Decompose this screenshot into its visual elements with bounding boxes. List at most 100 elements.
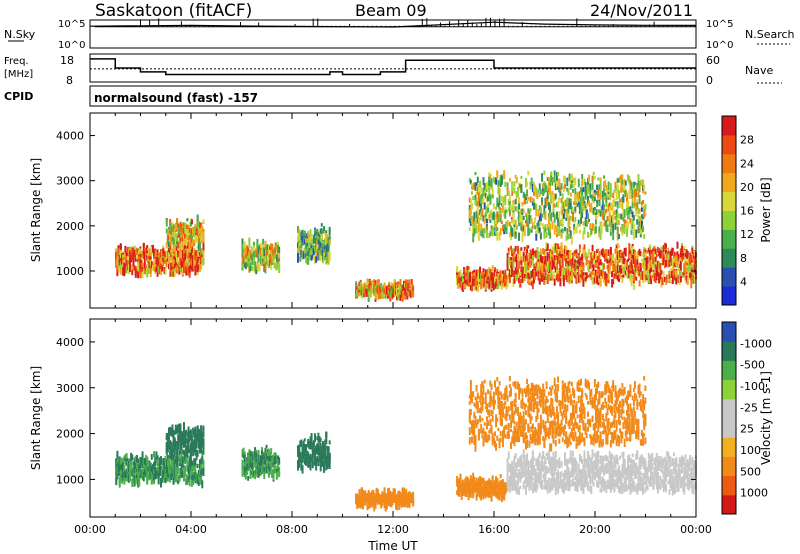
heatmap-cell bbox=[164, 477, 167, 484]
heatmap-cell bbox=[679, 267, 682, 273]
heatmap-cell bbox=[592, 259, 595, 265]
heatmap-cell bbox=[472, 278, 475, 286]
power-data-layer bbox=[115, 170, 697, 302]
heatmap-cell bbox=[529, 264, 532, 268]
heatmap-cell bbox=[301, 235, 304, 245]
heatmap-cell bbox=[177, 424, 180, 430]
heatmap-cell bbox=[132, 256, 135, 266]
heatmap-cell bbox=[163, 476, 166, 483]
heatmap-cell bbox=[297, 226, 299, 233]
heatmap-cell bbox=[241, 449, 244, 458]
heatmap-cell bbox=[270, 448, 273, 455]
heatmap-cell bbox=[599, 177, 602, 182]
heatmap-cell bbox=[317, 444, 320, 450]
heatmap-cell bbox=[142, 266, 145, 274]
heatmap-cell bbox=[316, 436, 319, 440]
heatmap-cell bbox=[123, 256, 126, 260]
heatmap-cell bbox=[358, 292, 361, 297]
heatmap-cell bbox=[553, 203, 556, 208]
heatmap-cell bbox=[122, 473, 125, 481]
heatmap-cell bbox=[616, 243, 619, 247]
heatmap-cell bbox=[620, 179, 623, 188]
heatmap-cell bbox=[519, 258, 522, 264]
heatmap-cell bbox=[199, 436, 201, 444]
heatmap-cell bbox=[589, 204, 592, 213]
heatmap-cell bbox=[267, 462, 270, 468]
velocity-data-layer bbox=[115, 375, 697, 512]
heatmap-cell bbox=[469, 206, 472, 216]
heatmap-cell bbox=[593, 210, 596, 215]
heatmap-cell bbox=[265, 249, 268, 257]
heatmap-cell bbox=[551, 190, 554, 195]
heatmap-cell bbox=[500, 282, 503, 290]
heatmap-cell bbox=[192, 240, 195, 247]
heatmap-cell bbox=[526, 217, 529, 222]
heatmap-cell bbox=[186, 477, 189, 483]
heatmap-cell bbox=[137, 248, 140, 253]
heatmap-cell bbox=[634, 266, 636, 275]
heatmap-cell bbox=[605, 254, 608, 263]
heatmap-cell bbox=[484, 212, 487, 217]
heatmap-cell bbox=[297, 465, 299, 471]
heatmap-cell bbox=[643, 254, 646, 263]
heatmap-cell bbox=[487, 182, 490, 192]
heatmap-cell bbox=[559, 265, 562, 272]
heatmap-cell bbox=[541, 256, 544, 264]
heatmap-cell bbox=[134, 458, 137, 462]
heatmap-cell bbox=[314, 257, 316, 264]
heatmap-cell bbox=[265, 444, 268, 449]
heatmap-cell bbox=[612, 279, 615, 285]
heatmap-cell bbox=[640, 207, 643, 212]
heatmap-cell bbox=[301, 455, 304, 463]
heatmap-cell bbox=[637, 250, 640, 255]
heatmap-cell bbox=[314, 449, 316, 454]
heatmap-cell bbox=[668, 259, 671, 267]
heatmap-cell bbox=[628, 175, 631, 184]
heatmap-cell bbox=[654, 256, 657, 266]
heatmap-cell bbox=[523, 199, 526, 204]
heatmap-cell bbox=[685, 262, 688, 272]
heatmap-cell bbox=[690, 263, 693, 273]
heatmap-cell bbox=[526, 189, 529, 197]
heatmap-cell bbox=[520, 184, 523, 193]
heatmap-cell bbox=[480, 282, 483, 290]
colorbar-frame bbox=[721, 115, 737, 306]
heatmap-cell bbox=[195, 235, 198, 242]
heatmap-cell bbox=[181, 224, 184, 233]
heatmap-cell bbox=[121, 464, 123, 471]
heatmap-cell bbox=[134, 475, 137, 485]
heatmap-cell bbox=[327, 238, 330, 246]
heatmap-cell bbox=[564, 245, 566, 253]
heatmap-cell bbox=[598, 209, 601, 213]
heatmap-cell bbox=[180, 452, 183, 458]
heatmap-cell bbox=[662, 245, 665, 253]
freq-label-2: [MHz] bbox=[4, 69, 33, 80]
heatmap-cell bbox=[515, 269, 518, 275]
heatmap-cell bbox=[492, 279, 495, 286]
heatmap-cell bbox=[178, 266, 181, 275]
heatmap-cell bbox=[384, 287, 387, 293]
heatmap-cell bbox=[477, 232, 480, 241]
heatmap-cell bbox=[468, 197, 471, 203]
heatmap-cell bbox=[200, 426, 203, 435]
heatmap-cell bbox=[688, 271, 690, 279]
heatmap-cell bbox=[191, 447, 193, 452]
heatmap-cell bbox=[580, 206, 583, 211]
heatmap-cell bbox=[305, 459, 307, 466]
heatmap-cell bbox=[657, 269, 659, 277]
heatmap-cell bbox=[178, 474, 181, 481]
heatmap-cell bbox=[637, 186, 640, 195]
heatmap-cell bbox=[129, 256, 131, 262]
heatmap-cell bbox=[519, 184, 522, 189]
heatmap-cell bbox=[573, 223, 576, 231]
heatmap-cell bbox=[609, 246, 612, 256]
heatmap-cell bbox=[670, 249, 673, 257]
heatmap-cell bbox=[604, 211, 607, 215]
heatmap-cell bbox=[186, 251, 189, 260]
heatmap-cell bbox=[259, 457, 262, 466]
heatmap-cell bbox=[467, 270, 470, 278]
heatmap-cell bbox=[243, 247, 246, 255]
heatmap-cell bbox=[553, 254, 556, 261]
heatmap-cell bbox=[202, 432, 205, 438]
heatmap-cell bbox=[317, 237, 320, 245]
